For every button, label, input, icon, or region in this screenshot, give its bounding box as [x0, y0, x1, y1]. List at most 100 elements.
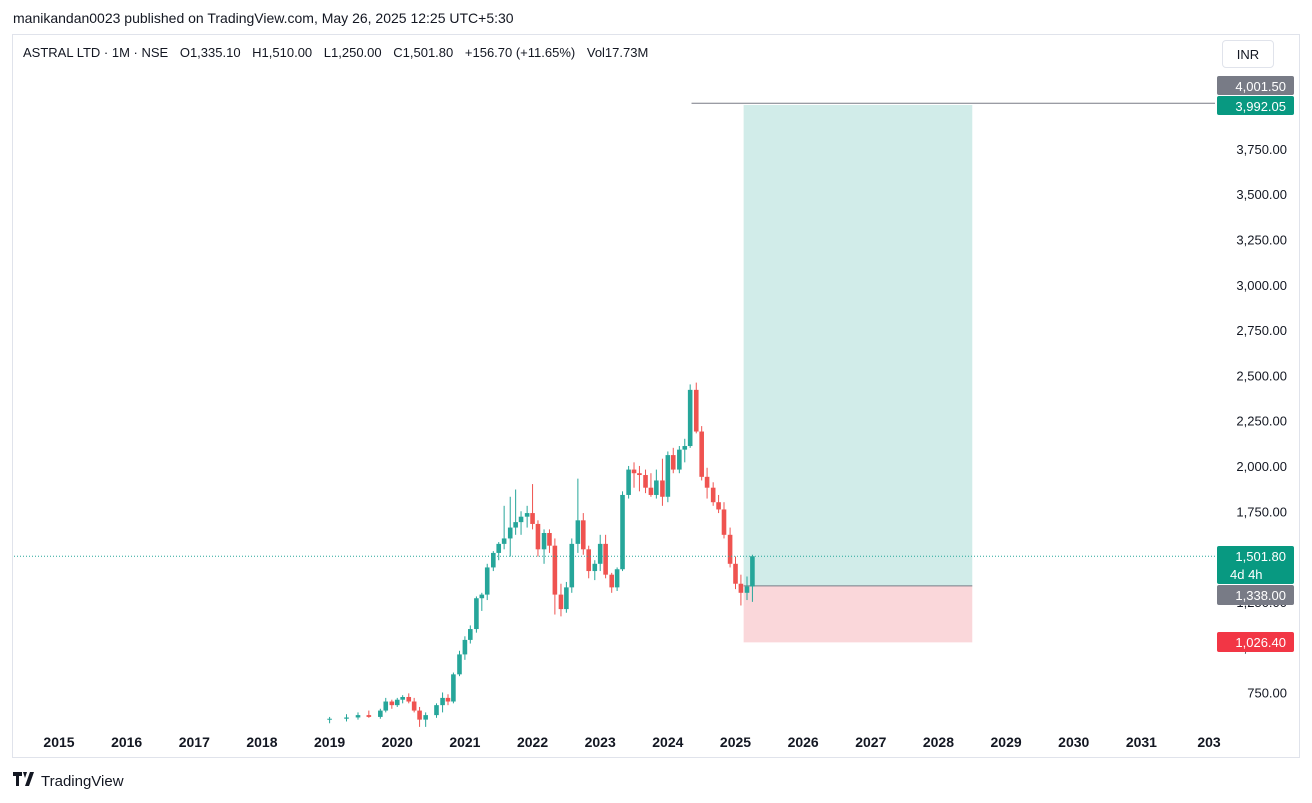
- y-tick-label: 2,750.00: [1236, 323, 1287, 338]
- candle-body: [682, 446, 688, 450]
- price-label-bg: [1217, 546, 1294, 584]
- candle-body: [355, 715, 361, 718]
- x-tick-label: 2026: [788, 734, 819, 750]
- candle: [569, 538, 575, 593]
- candle-body: [603, 543, 608, 575]
- candle: [366, 710, 372, 718]
- candle-body: [462, 639, 468, 655]
- candle: [518, 511, 524, 535]
- candle: [558, 583, 564, 617]
- candle: [484, 563, 490, 601]
- candle-body: [518, 516, 524, 523]
- candle-body: [648, 487, 654, 495]
- x-tick-label: 2019: [314, 734, 345, 750]
- x-tick-label: 2023: [585, 734, 616, 750]
- x-tick-label: 2020: [382, 734, 413, 750]
- y-tick-label: 1,750.00: [1236, 504, 1287, 519]
- candle: [654, 469, 659, 499]
- price-label-bg: [1217, 632, 1294, 652]
- candle: [721, 502, 727, 539]
- candle: [609, 572, 615, 593]
- x-tick-label: 2016: [111, 734, 142, 750]
- candle: [631, 462, 637, 488]
- candle-body: [484, 567, 490, 595]
- y-tick-label: 2,000.00: [1236, 459, 1287, 474]
- candle-body: [468, 629, 473, 640]
- candle-body: [677, 449, 682, 470]
- candle-body: [620, 494, 625, 570]
- candle-body: [654, 480, 659, 495]
- candle: [687, 384, 693, 448]
- candle: [411, 697, 417, 713]
- candle-body: [687, 389, 693, 447]
- candle: [547, 529, 552, 553]
- x-tick-label: 2018: [246, 734, 277, 750]
- candle-body: [592, 563, 598, 572]
- y-tick-label: 3,500.00: [1236, 187, 1287, 202]
- symbol-info[interactable]: ASTRAL LTD · 1M · NSE: [23, 45, 169, 60]
- candle: [586, 545, 591, 579]
- stop-zone[interactable]: [743, 585, 973, 643]
- candle-body: [710, 487, 716, 503]
- candle: [389, 699, 395, 709]
- candle-body: [738, 583, 744, 593]
- candle: [417, 706, 422, 727]
- candle-body: [394, 699, 400, 706]
- candle: [344, 714, 349, 722]
- candle: [468, 625, 473, 644]
- candle: [733, 556, 738, 590]
- candle: [704, 467, 710, 499]
- candle-body: [457, 654, 462, 675]
- candle-body: [344, 717, 349, 719]
- x-tick-label: 2022: [517, 734, 548, 750]
- price-label: 1,026.40: [1217, 632, 1294, 652]
- candle-body: [406, 696, 412, 702]
- chart-frame: [12, 34, 1300, 758]
- candle: [535, 520, 541, 557]
- candle: [423, 712, 428, 727]
- candle-body: [411, 701, 417, 711]
- candle: [434, 703, 439, 718]
- price-label: 3,992.05: [1217, 96, 1294, 115]
- candle-body: [569, 543, 575, 588]
- candle: [660, 458, 665, 506]
- volume-value: Vol17.73M: [586, 45, 649, 60]
- footer-brand[interactable]: TradingView: [13, 772, 124, 791]
- candle: [496, 542, 502, 561]
- candle-body: [451, 674, 456, 702]
- price-label-text: 4,001.50: [1235, 79, 1286, 94]
- y-tick-label: 3,750.00: [1236, 142, 1287, 157]
- candle-body: [631, 469, 637, 474]
- candle-body: [524, 513, 530, 517]
- footer-brand-label: TradingView: [41, 773, 124, 790]
- ohlc-legend: ASTRAL LTD · 1M · NSE O1,335.10 H1,510.0…: [23, 45, 656, 60]
- candle-body: [643, 475, 648, 488]
- candle-body: [327, 718, 332, 720]
- candle-body: [547, 533, 552, 546]
- target-zone[interactable]: [743, 105, 973, 586]
- x-tick-label: 2028: [923, 734, 954, 750]
- candle: [491, 551, 496, 572]
- candle: [406, 693, 412, 704]
- candle: [474, 596, 479, 633]
- candle-body: [733, 563, 738, 584]
- candle-body: [445, 697, 451, 702]
- change-value: +156.70 (+11.65%): [464, 45, 576, 60]
- candle: [400, 695, 405, 704]
- x-tick-label: 2030: [1058, 734, 1089, 750]
- candle: [620, 491, 625, 572]
- candle-body: [744, 586, 750, 593]
- candle-body: [434, 705, 439, 716]
- candle: [440, 692, 445, 713]
- candle: [665, 451, 671, 503]
- candle-body: [637, 473, 642, 476]
- price-label-bg: [1217, 76, 1294, 95]
- candle: [479, 592, 485, 611]
- candle-body: [597, 543, 603, 564]
- candle-body: [474, 598, 479, 630]
- candle: [394, 697, 400, 707]
- candle: [513, 489, 518, 535]
- currency-button[interactable]: INR: [1222, 40, 1274, 68]
- candle: [699, 426, 704, 481]
